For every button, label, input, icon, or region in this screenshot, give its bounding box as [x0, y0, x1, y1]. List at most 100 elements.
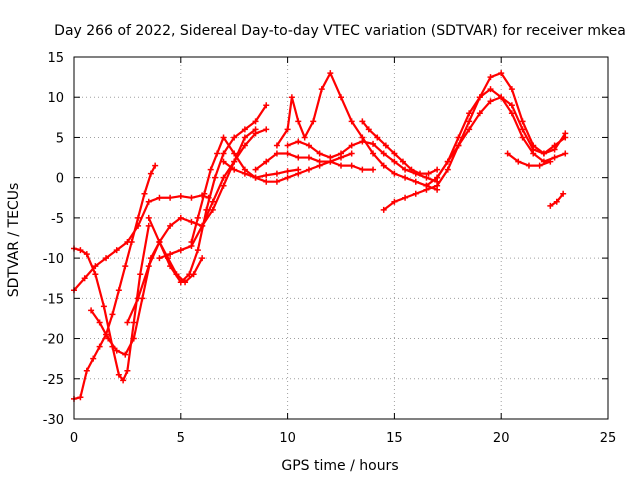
data-point [284, 126, 291, 133]
data-point [167, 263, 174, 270]
data-point [547, 158, 554, 165]
data-point [374, 134, 381, 141]
series-arc-13 [359, 118, 441, 177]
series-line [286, 140, 439, 183]
data-point [113, 247, 120, 254]
data-point [231, 158, 238, 165]
data-point [444, 166, 451, 173]
data-point [92, 271, 99, 278]
data-point [455, 142, 462, 149]
data-point [305, 166, 312, 173]
data-point [241, 134, 248, 141]
data-point [348, 150, 355, 157]
data-point [391, 150, 398, 157]
data-point [135, 295, 142, 302]
data-point [284, 150, 291, 157]
data-point [263, 172, 270, 179]
y-tick-label: 0 [56, 172, 64, 187]
data-point [122, 263, 129, 270]
data-point [177, 279, 184, 286]
data-point [423, 174, 430, 181]
data-point [417, 170, 424, 177]
data-point [231, 134, 238, 141]
y-tick-label: 15 [47, 51, 64, 66]
data-point [188, 239, 195, 246]
data-point [338, 150, 344, 157]
series-line [72, 224, 150, 382]
data-point [318, 86, 325, 93]
y-axis-label: SDTVAR / TECUs [6, 183, 22, 298]
data-point [284, 142, 291, 149]
data-point [466, 118, 473, 125]
data-point [348, 142, 355, 149]
data-point [402, 166, 409, 173]
data-point [338, 94, 344, 101]
data-point [263, 126, 270, 133]
data-point [562, 130, 569, 137]
data-point [109, 311, 116, 318]
data-point [137, 271, 144, 278]
data-point [530, 146, 537, 153]
data-point [156, 239, 163, 246]
series-arc-11 [252, 150, 377, 173]
data-point [105, 335, 112, 342]
data-point [90, 355, 97, 362]
data-point [115, 371, 122, 378]
data-point [115, 287, 122, 294]
y-tick-label: -5 [51, 212, 64, 227]
data-point [434, 166, 441, 173]
data-point [167, 222, 174, 229]
data-point [194, 214, 201, 221]
series-arc-17 [504, 150, 554, 169]
data-point [147, 170, 154, 177]
data-point [88, 307, 95, 314]
series-line [72, 164, 157, 400]
axis-ticks: 0 5 10 15 20 25 -30 -25 -20 -15 -10 -5 0 5 10 15 [43, 51, 617, 446]
series-line [361, 120, 439, 175]
data-point [504, 150, 511, 157]
data-point [194, 247, 201, 254]
data-point [380, 162, 387, 169]
data-point [455, 134, 462, 141]
data-point [220, 150, 227, 157]
data-point [145, 214, 152, 221]
data-point [273, 178, 280, 185]
data-point [327, 154, 334, 161]
series-arc-6 [145, 102, 270, 286]
x-tick-label: 15 [386, 431, 403, 446]
data-point [316, 150, 323, 157]
data-point [124, 239, 131, 246]
data-point [359, 166, 366, 173]
data-point [553, 198, 560, 205]
series-arc-3 [71, 222, 152, 384]
data-point [211, 174, 218, 181]
data-point [135, 214, 142, 221]
data-point [562, 150, 569, 157]
data-point [359, 138, 366, 145]
data-point [540, 150, 547, 157]
data-point [370, 150, 377, 157]
data-point [391, 170, 398, 177]
data-point [295, 118, 302, 125]
series-arc-12 [284, 138, 441, 185]
series-arc-18 [547, 190, 567, 209]
data-point [122, 351, 129, 358]
data-point [487, 86, 494, 93]
chart-title: Day 266 of 2022, Sidereal Day-to-day VTE… [54, 23, 626, 39]
data-point [145, 198, 152, 205]
data-point [305, 142, 312, 149]
data-point [167, 194, 174, 201]
data-point [305, 154, 312, 161]
data-point [466, 110, 473, 117]
data-point [434, 182, 441, 189]
data-point [113, 347, 120, 354]
data-point [487, 74, 494, 81]
data-point [231, 166, 238, 173]
data-point [252, 118, 259, 125]
y-tick-label: -30 [43, 413, 64, 428]
plot-frame [73, 56, 609, 420]
y-tick-label: 5 [56, 131, 64, 146]
data-point [177, 193, 184, 200]
data-point [487, 98, 494, 105]
data-point [103, 255, 110, 262]
